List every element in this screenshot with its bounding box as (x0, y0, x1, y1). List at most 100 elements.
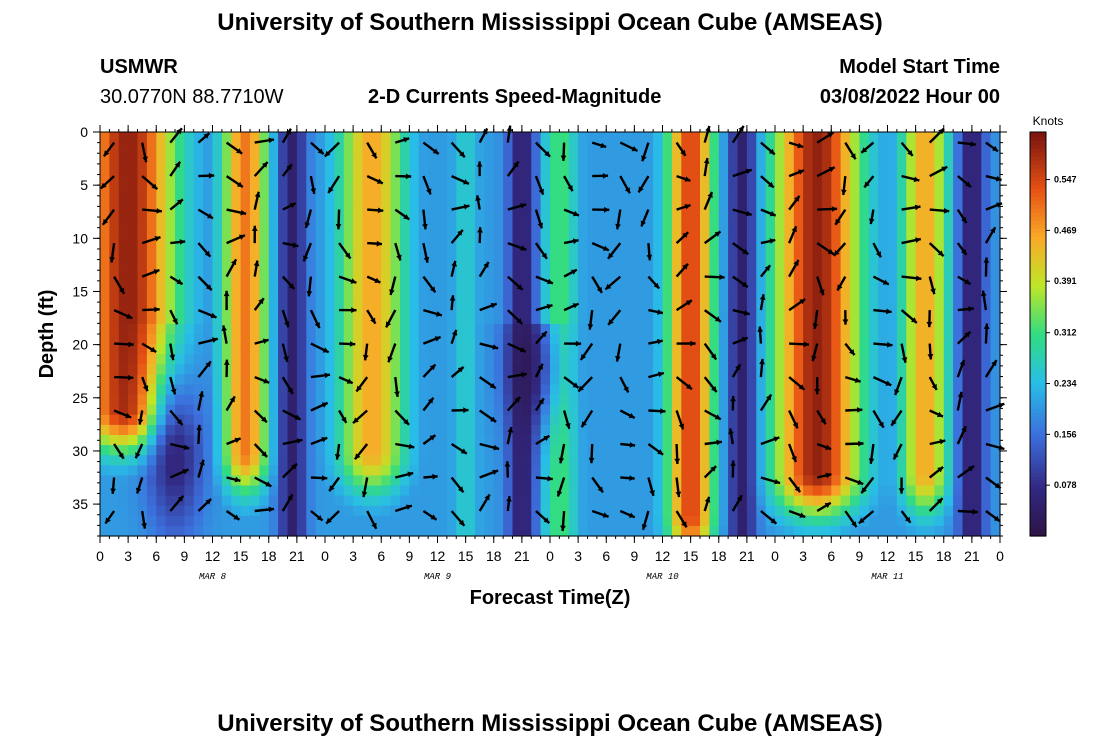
heatmap-cell (156, 132, 167, 143)
heatmap-cell (784, 525, 795, 537)
heatmap-cell (165, 303, 176, 315)
heatmap-cell (240, 394, 251, 406)
heatmap-cell (428, 222, 439, 234)
current-vector (197, 132, 211, 144)
heatmap-cell (821, 142, 832, 153)
heatmap-cell (456, 273, 467, 285)
heatmap-cell (737, 263, 748, 274)
heatmap-cell (381, 465, 392, 476)
heatmap-cell (493, 525, 504, 537)
heatmap-cell (475, 445, 485, 456)
heatmap-cell (559, 212, 570, 224)
colorbar-segment (1030, 428, 1046, 433)
heatmap-cell (456, 344, 467, 355)
heatmap-cell (128, 323, 139, 335)
heatmap-cell (193, 243, 204, 254)
heatmap-cell (240, 192, 251, 204)
heatmap-cell (268, 182, 279, 194)
heatmap-cell (278, 212, 289, 224)
heatmap-cell (812, 243, 823, 254)
heatmap-cell (540, 142, 551, 153)
heatmap-cell (662, 414, 673, 426)
heatmap-cell (962, 414, 973, 426)
heatmap-cell (184, 404, 195, 416)
heatmap-cell (934, 424, 945, 436)
heatmap-cell (728, 253, 739, 264)
heatmap-cell (231, 455, 242, 466)
colorbar-segment (1030, 184, 1046, 189)
current-vector (732, 208, 753, 217)
current-vector (892, 443, 903, 460)
heatmap-cell (550, 202, 560, 214)
heatmap-cell (568, 212, 579, 224)
heatmap-cell (409, 364, 420, 375)
heatmap-cell (465, 172, 476, 184)
colorbar-segment (1030, 148, 1046, 153)
heatmap-cell (934, 142, 945, 153)
heatmap-cell (606, 162, 617, 173)
heatmap-cell (643, 374, 654, 386)
current-vector (563, 238, 579, 245)
heatmap-cell (690, 162, 701, 173)
heatmap-cell (343, 445, 354, 456)
heatmap-cell (578, 485, 589, 497)
heatmap-cell (512, 525, 523, 537)
heatmap-cell (428, 404, 439, 416)
heatmap-cell (390, 323, 401, 335)
heatmap-cell (231, 263, 242, 274)
heatmap-cell (587, 475, 598, 487)
heatmap-cell (446, 525, 457, 537)
heatmap-cell (728, 515, 739, 527)
heatmap-cell (493, 364, 504, 375)
heatmap-cell (868, 202, 879, 214)
heatmap-cell (156, 162, 167, 173)
heatmap-cell (512, 263, 523, 274)
heatmap-cell (231, 182, 242, 194)
heatmap-cell (493, 384, 504, 396)
heatmap-cell (437, 505, 448, 517)
heatmap-cell (840, 253, 851, 264)
heatmap-cell (840, 212, 851, 224)
colorbar-segment (1030, 236, 1046, 241)
heatmap-cell (690, 485, 701, 497)
heatmap-cell (484, 505, 495, 517)
colorbar-tick-label: 0.156 (1054, 429, 1077, 439)
current-vector (102, 141, 116, 158)
heatmap-cell (212, 475, 223, 487)
heatmap-cell (296, 334, 307, 345)
heatmap-cell (671, 222, 682, 234)
heatmap-cell (296, 263, 307, 274)
heatmap-cell (456, 313, 467, 325)
heatmap-cell (203, 222, 214, 234)
heatmap-cell (156, 323, 167, 335)
heatmap-cell (990, 505, 1001, 517)
heatmap-cell (887, 404, 898, 416)
heatmap-cell (456, 172, 467, 184)
heatmap-cell (953, 475, 964, 487)
heatmap-cell (128, 495, 139, 507)
heatmap-cell (718, 445, 729, 456)
colorbar-segment (1030, 132, 1046, 137)
heatmap-cell (559, 313, 570, 325)
heatmap-cell (625, 293, 635, 305)
heatmap-cell (775, 182, 785, 194)
heatmap-cell (437, 233, 448, 244)
heatmap-cell (240, 253, 251, 264)
heatmap-cell (737, 445, 748, 456)
heatmap-cell (278, 293, 289, 305)
heatmap-cell (400, 303, 410, 315)
heatmap-cell (100, 525, 110, 537)
heatmap-cell (653, 323, 664, 335)
heatmap-cell (737, 394, 748, 406)
current-vector (788, 476, 802, 493)
heatmap-cell (306, 212, 317, 224)
x-tick-label: 9 (855, 548, 863, 564)
heatmap-cell (737, 192, 748, 204)
heatmap-cell (118, 374, 129, 386)
heatmap-cell (803, 263, 814, 274)
heatmap-cell (465, 222, 476, 234)
heatmap-cell (428, 525, 439, 537)
heatmap-cell (400, 455, 410, 466)
current-vector (868, 209, 875, 225)
heatmap-cell (850, 435, 860, 446)
